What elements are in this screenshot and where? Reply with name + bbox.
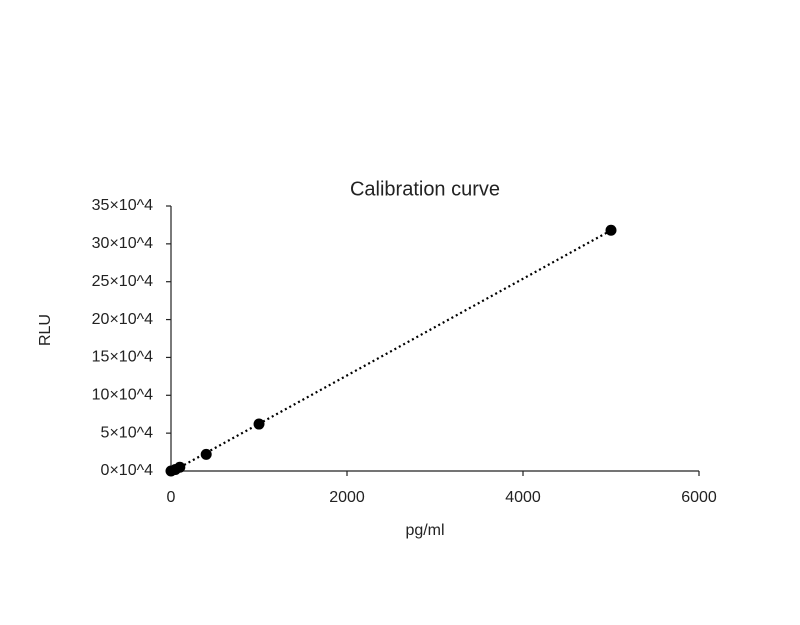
y-tick-label: 10×10^4 (92, 387, 153, 404)
y-tick-label: 15×10^4 (92, 349, 153, 366)
y-tick-label: 20×10^4 (92, 311, 153, 328)
x-tick-label: 0 (167, 489, 176, 506)
data-point (253, 418, 265, 430)
x-tick-label: 6000 (681, 489, 717, 506)
x-tick-label: 2000 (329, 489, 365, 506)
y-axis-label: RLU (37, 314, 54, 346)
trendline (170, 229, 612, 474)
data-point (200, 448, 212, 460)
data-point (605, 224, 617, 236)
y-tick-label: 30×10^4 (92, 235, 153, 252)
y-tick-label: 25×10^4 (92, 273, 153, 290)
x-tick-label: 4000 (505, 489, 541, 506)
y-tick-label: 5×10^4 (101, 424, 154, 441)
data-point (174, 461, 186, 473)
y-tick-label: 0×10^4 (101, 462, 154, 479)
x-axis-label: pg/ml (405, 522, 444, 539)
y-tick-label: 35×10^4 (92, 197, 153, 214)
chart-title: Calibration curve (350, 178, 500, 200)
